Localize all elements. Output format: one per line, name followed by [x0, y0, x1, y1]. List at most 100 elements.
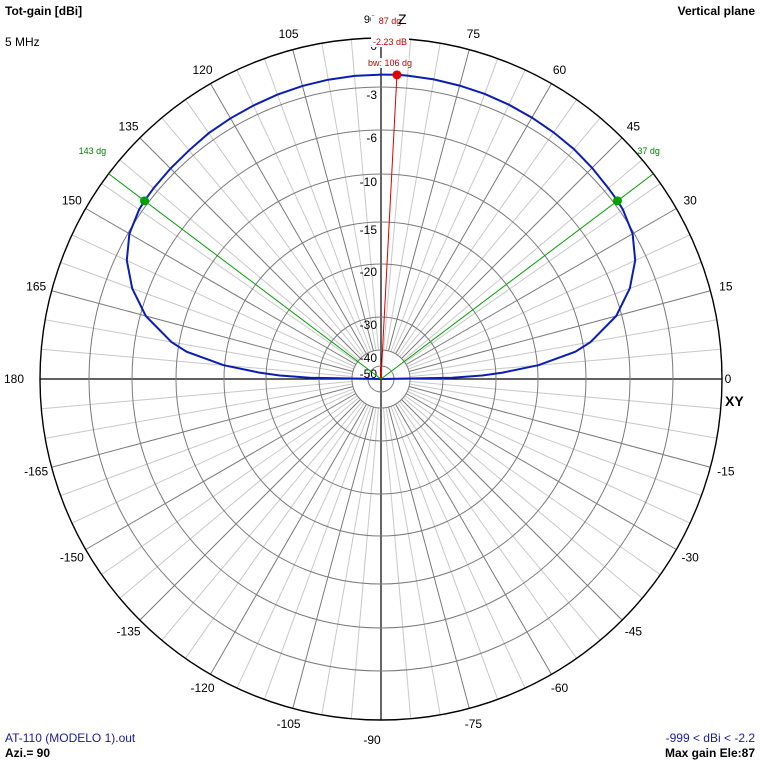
grid-spoke	[392, 69, 526, 353]
grid-spoke	[383, 407, 412, 719]
z-axis-label: Z	[398, 11, 407, 27]
angle-tick-label: -90	[363, 733, 381, 747]
angle-tick-label: 60	[553, 63, 567, 77]
angle-tick-label: -150	[60, 551, 84, 565]
angle-tick-label: 75	[467, 27, 481, 41]
grid-circle	[318, 316, 444, 442]
grid-spoke	[399, 400, 601, 641]
grid-spoke	[409, 348, 721, 377]
pattern-series	[125, 73, 637, 380]
max-gain-point	[392, 70, 402, 80]
polar-grid	[39, 37, 723, 721]
angle-tick-label: 15	[719, 280, 733, 294]
grid-spoke	[407, 390, 691, 524]
grid-spoke	[350, 407, 379, 719]
radial-tick-label: -6	[366, 131, 377, 145]
grid-spoke	[385, 407, 441, 715]
grid-spoke	[405, 393, 677, 550]
grid-spoke	[397, 402, 577, 659]
angle-tick-label: -60	[551, 681, 569, 695]
grid-spoke	[404, 183, 661, 363]
quantity-label: Tot-gain [dBi]	[5, 4, 83, 18]
angle-tick-label: -135	[117, 624, 141, 638]
radial-tick-label: -30	[360, 318, 378, 332]
grid-circle	[131, 129, 631, 629]
grid-spoke	[71, 390, 355, 524]
grid-spoke	[263, 406, 372, 700]
grid-circle	[223, 221, 539, 537]
xy-axis-label: XY	[725, 393, 744, 409]
grid-spoke	[350, 39, 379, 351]
grid-spoke	[388, 49, 470, 352]
radial-tick-label: -10	[360, 175, 378, 189]
max-gain-label: -2.23 dB	[373, 37, 407, 47]
max-gain-label: bw: 106 dg	[368, 58, 412, 68]
grid-spoke	[402, 397, 643, 599]
grid-spoke	[119, 397, 360, 599]
max-gain-label: 87 dg	[379, 16, 402, 26]
radial-tick-label: -20	[360, 265, 378, 279]
half-power-line	[380, 173, 654, 380]
grid-circle	[175, 173, 587, 585]
grid-spoke	[401, 137, 623, 359]
radial-tick-label: -15	[360, 223, 378, 237]
half-power-point	[140, 196, 150, 206]
angle-tick-label: -120	[190, 681, 214, 695]
grid-spoke	[60, 261, 354, 370]
radial-tick-label: -40	[360, 351, 378, 365]
grid-spoke	[236, 405, 370, 689]
plane-label: Vertical plane	[677, 4, 755, 18]
range-label: -999 < dBi < -2.2	[665, 731, 755, 745]
max-gain-label-bg	[371, 16, 409, 26]
max-gain-label-bg	[371, 58, 409, 68]
grid-spoke	[41, 348, 353, 377]
grid-spoke	[409, 381, 721, 410]
grid-spoke	[408, 290, 711, 372]
angle-tick-label: 165	[26, 280, 46, 294]
angle-tick-label: 105	[279, 27, 299, 41]
grid-spoke	[85, 208, 357, 365]
radial-tick-label: -3	[366, 88, 377, 102]
angle-tick-label: 150	[62, 194, 82, 208]
grid-spoke	[404, 395, 661, 575]
max-gain-label: Max gain Ele:87	[664, 746, 755, 760]
frequency-label: 5 MHz	[5, 35, 40, 49]
grid-spoke	[292, 406, 374, 709]
grid-spoke	[119, 159, 360, 361]
grid-spoke	[388, 406, 470, 709]
grid-spoke	[409, 319, 717, 375]
grid-spoke	[390, 58, 499, 352]
angle-tick-label: -15	[717, 464, 735, 478]
grid-spoke	[236, 69, 370, 353]
grid-spoke	[321, 43, 377, 351]
grid-spoke	[397, 99, 577, 356]
grid-spoke	[408, 388, 702, 497]
grid-spoke	[385, 43, 441, 351]
grid-spoke	[407, 234, 691, 368]
radial-tick-labels: 0-3-6-10-15-20-30-40-50	[360, 39, 378, 381]
angle-tick-label: -165	[24, 464, 48, 478]
grid-spoke	[101, 183, 358, 363]
angle-tick-label: -30	[681, 551, 699, 565]
grid-spoke	[401, 399, 623, 621]
azimuth-label: Azi.= 90	[5, 746, 51, 760]
grid-spoke	[45, 319, 353, 375]
max-gain-label-bg	[371, 37, 409, 47]
grid-spoke	[292, 49, 374, 352]
grid-spoke	[390, 406, 499, 700]
angle-tick-label: 135	[119, 120, 139, 134]
grid-spoke	[161, 117, 363, 358]
grid-spoke	[408, 386, 711, 468]
radial-tick-label: -50	[360, 367, 378, 381]
grid-spoke	[71, 234, 355, 368]
angle-tick-label: 45	[627, 120, 641, 134]
half-power-label: 37 dg	[637, 146, 660, 156]
grid-spoke	[383, 39, 412, 351]
grid-spoke	[185, 402, 365, 659]
grid-spoke	[139, 137, 361, 359]
grid-spoke	[392, 405, 526, 689]
angle-tick-label: 0	[725, 372, 732, 386]
angle-tick-label: 180	[4, 372, 24, 386]
grid-spoke	[402, 159, 643, 361]
